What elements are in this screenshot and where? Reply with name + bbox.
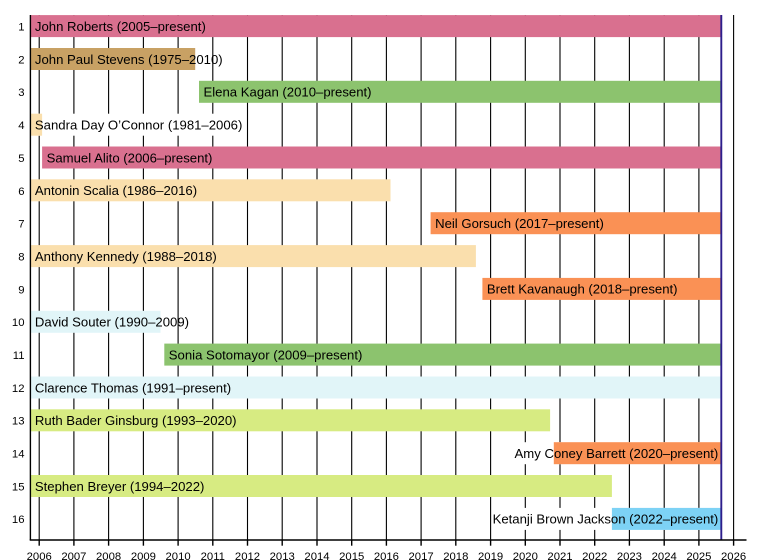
svg-text:Amy Coney Barrett (2020–presen: Amy Coney Barrett (2020–present) bbox=[515, 446, 719, 461]
svg-text:2013: 2013 bbox=[270, 551, 295, 560]
svg-text:Elena Kagan (2010–present): Elena Kagan (2010–present) bbox=[204, 85, 372, 100]
svg-text:Sandra Day O’Connor (1981–2006: Sandra Day O’Connor (1981–2006) bbox=[35, 118, 242, 133]
svg-text:Antonin Scalia (1986–2016): Antonin Scalia (1986–2016) bbox=[35, 183, 197, 198]
svg-text:Clarence Thomas (1991–present): Clarence Thomas (1991–present) bbox=[35, 380, 231, 395]
svg-text:Samuel Alito (2006–present): Samuel Alito (2006–present) bbox=[47, 150, 213, 165]
svg-text:12: 12 bbox=[12, 383, 25, 395]
svg-text:2: 2 bbox=[18, 54, 24, 66]
svg-text:Neil Gorsuch (2017–present): Neil Gorsuch (2017–present) bbox=[435, 216, 604, 231]
svg-text:8: 8 bbox=[18, 251, 24, 263]
svg-text:2017: 2017 bbox=[409, 551, 434, 560]
svg-text:10: 10 bbox=[12, 317, 25, 329]
svg-text:2015: 2015 bbox=[339, 551, 364, 560]
svg-text:Stephen Breyer (1994–2022): Stephen Breyer (1994–2022) bbox=[35, 479, 205, 494]
svg-text:John Paul Stevens (1975–2010): John Paul Stevens (1975–2010) bbox=[35, 52, 223, 67]
svg-text:15: 15 bbox=[12, 481, 25, 493]
svg-text:Ketanji Brown Jackson (2022–pr: Ketanji Brown Jackson (2022–present) bbox=[493, 512, 719, 527]
svg-text:2022: 2022 bbox=[582, 551, 607, 560]
svg-text:2023: 2023 bbox=[617, 551, 642, 560]
svg-text:2019: 2019 bbox=[478, 551, 503, 560]
svg-text:7: 7 bbox=[18, 219, 24, 231]
svg-text:1: 1 bbox=[18, 22, 24, 34]
svg-text:David Souter (1990–2009): David Souter (1990–2009) bbox=[35, 315, 189, 330]
svg-text:2020: 2020 bbox=[513, 551, 538, 560]
svg-text:2018: 2018 bbox=[443, 551, 468, 560]
svg-text:2009: 2009 bbox=[131, 551, 156, 560]
svg-text:3: 3 bbox=[18, 87, 24, 99]
svg-text:2006: 2006 bbox=[27, 551, 52, 560]
svg-text:4: 4 bbox=[18, 120, 24, 132]
svg-text:2010: 2010 bbox=[166, 551, 191, 560]
svg-text:2012: 2012 bbox=[235, 551, 260, 560]
svg-text:Ruth Bader Ginsburg (1993–2020: Ruth Bader Ginsburg (1993–2020) bbox=[35, 413, 237, 428]
svg-text:13: 13 bbox=[12, 416, 25, 428]
svg-text:Brett Kavanaugh (2018–present): Brett Kavanaugh (2018–present) bbox=[487, 282, 678, 297]
svg-text:2021: 2021 bbox=[547, 551, 572, 560]
svg-text:Sonia Sotomayor (2009–present): Sonia Sotomayor (2009–present) bbox=[169, 347, 363, 362]
svg-text:16: 16 bbox=[12, 514, 25, 526]
svg-text:6: 6 bbox=[18, 186, 24, 198]
svg-text:11: 11 bbox=[13, 350, 25, 362]
svg-text:2008: 2008 bbox=[96, 551, 121, 560]
svg-text:2024: 2024 bbox=[652, 551, 677, 560]
svg-text:9: 9 bbox=[18, 284, 24, 296]
svg-text:2016: 2016 bbox=[374, 551, 399, 560]
svg-text:2014: 2014 bbox=[304, 551, 329, 560]
svg-text:2007: 2007 bbox=[61, 551, 86, 560]
svg-text:2025: 2025 bbox=[686, 551, 711, 560]
svg-text:14: 14 bbox=[12, 449, 25, 461]
svg-text:2011: 2011 bbox=[201, 551, 225, 560]
svg-text:John Roberts (2005–present): John Roberts (2005–present) bbox=[35, 19, 206, 34]
svg-text:Anthony Kennedy (1988–2018): Anthony Kennedy (1988–2018) bbox=[35, 249, 217, 264]
svg-text:2026: 2026 bbox=[721, 551, 746, 560]
svg-text:5: 5 bbox=[18, 153, 24, 165]
